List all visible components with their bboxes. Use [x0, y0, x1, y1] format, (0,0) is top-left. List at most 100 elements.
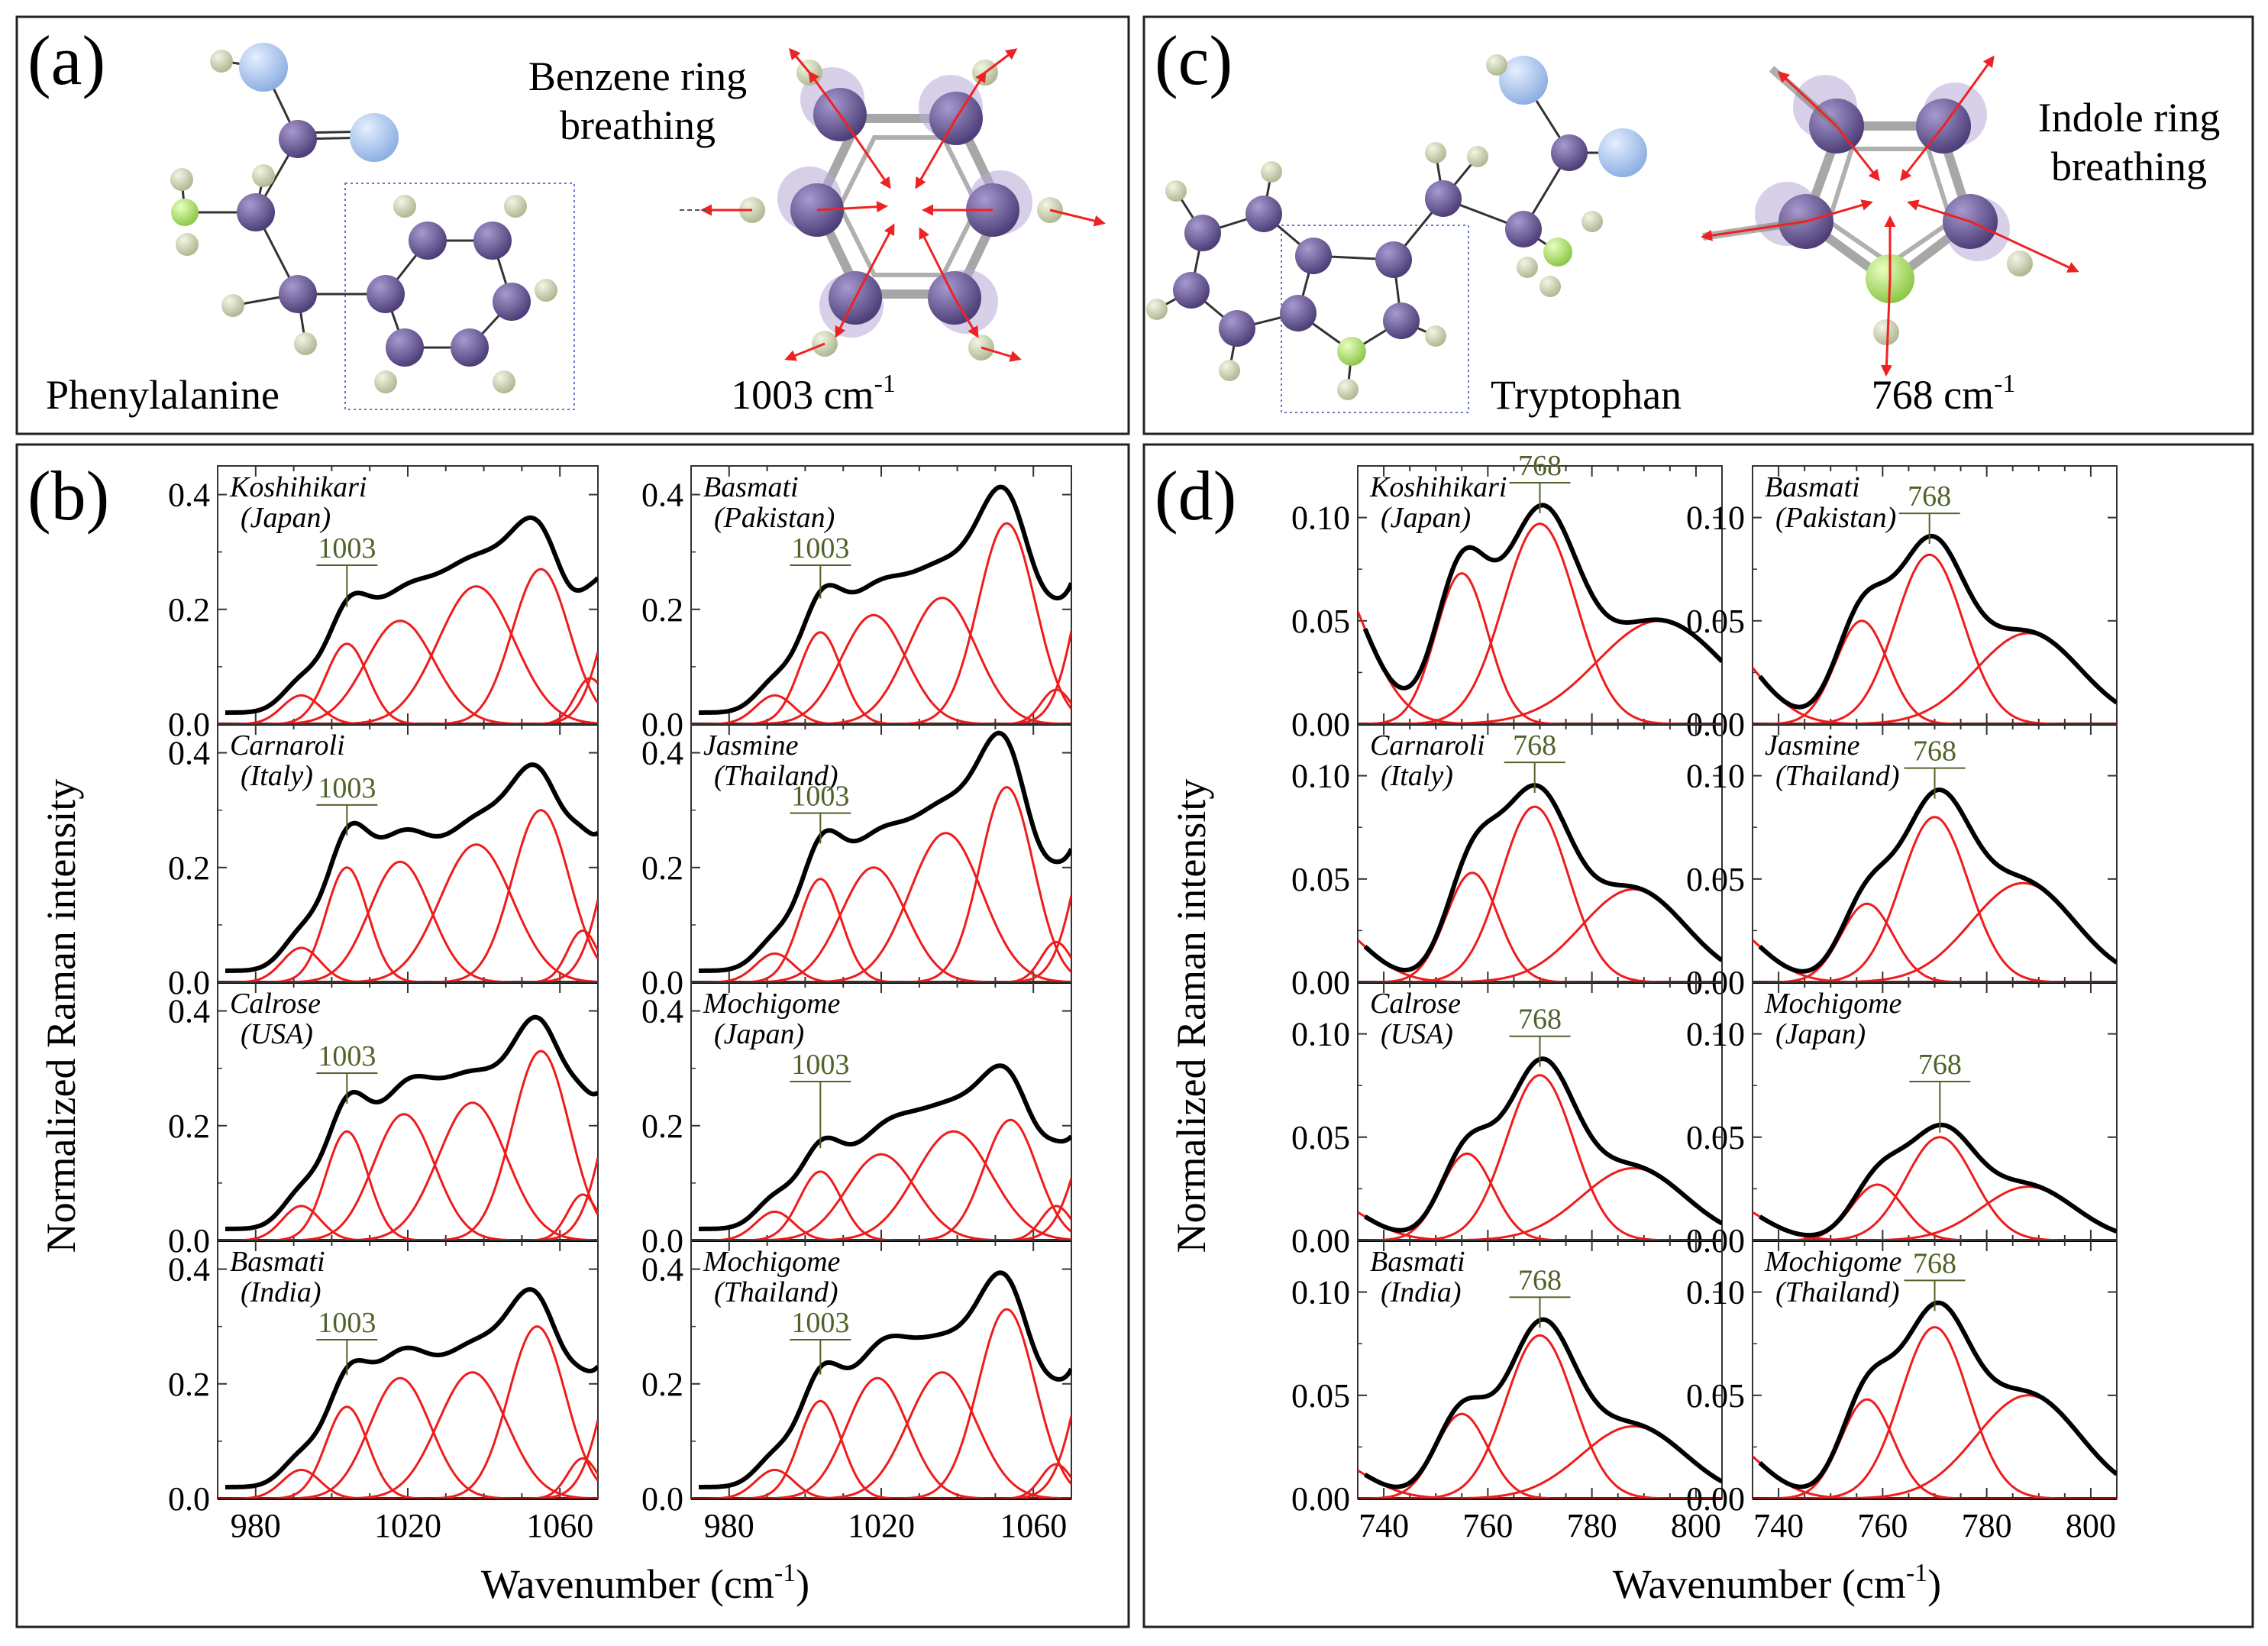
y-tick-label: 0.4 [641, 735, 683, 772]
component-curve-4 [218, 1325, 598, 1499]
x-tick-label: 780 [1567, 1507, 1617, 1544]
component-curve-2 [691, 866, 1071, 982]
sample-title-line: Jasmine [1765, 729, 1860, 762]
component-curve-3 [218, 1371, 598, 1499]
y-tick-label: 0.10 [1291, 500, 1350, 537]
component-curve-2 [1753, 1185, 2117, 1240]
curves [1358, 1317, 1722, 1499]
x-tick-label: 980 [231, 1507, 281, 1544]
panel-c-frame [1142, 15, 2254, 435]
sample-title-line: (Italy) [241, 760, 313, 792]
component-curve-4 [691, 522, 1071, 724]
component-curve-0 [218, 1205, 598, 1240]
component-curve-3 [218, 843, 598, 982]
peak-label: 768 [1913, 736, 1956, 768]
benzene-frequency: 1003 cm-1 [731, 370, 896, 418]
indole-breathing-diagram [1701, 55, 2079, 377]
x-tick-label: 760 [1857, 1507, 1908, 1544]
benzene-breathing-diagram [680, 47, 1106, 362]
benzene-mode-title-line2: breathing [560, 102, 716, 148]
sample-title-line: (Thailand) [1775, 1276, 1900, 1308]
phenylalanine-label: Phenylalanine [46, 372, 279, 418]
y-tick-label: 0.4 [641, 1251, 683, 1289]
panel-a-label: (a) [27, 21, 105, 99]
y-tick-label: 0.0 [168, 1222, 210, 1260]
component-curve-4 [691, 1118, 1071, 1240]
peak-label: 1003 [791, 532, 849, 564]
subplot-d-0: 0.00 0.05 0.10 Koshihikari(Japan) 768 [1291, 450, 1723, 743]
y-tick-label: 0.05 [1686, 1377, 1745, 1415]
y-tick-label: 0.05 [1291, 1377, 1350, 1415]
component-curve-0 [691, 694, 1071, 724]
component-curve-3 [1753, 1211, 2117, 1240]
subplot-d-2: 0.00 0.05 0.10 Carnaroli(Italy) 768 [1291, 723, 1723, 1001]
component-curve-0 [691, 1211, 1071, 1240]
y-tick-label: 0.10 [1686, 1016, 1745, 1053]
sample-title-line: (USA) [1381, 1018, 1453, 1050]
component-curve-1 [1358, 805, 1722, 982]
y-tick-label: 0.2 [168, 1366, 210, 1403]
subplot-b-5: 0.0 0.2 0.4 Mochigome(Japan)1003 [641, 981, 1072, 1260]
curves [1358, 503, 1722, 724]
component-curve-1 [218, 1405, 598, 1499]
y-tick-label: 0.4 [641, 477, 683, 514]
peak-label: 1003 [318, 1307, 376, 1339]
component-curve-3 [691, 1130, 1071, 1240]
component-curve-0 [218, 694, 598, 724]
component-curve-0 [218, 946, 598, 982]
component-curve-6 [691, 894, 1071, 982]
y-tick-label: 0.10 [1291, 1274, 1350, 1311]
y-tick-label: 0.05 [1291, 1119, 1350, 1156]
sum-curve [699, 730, 1071, 973]
y-tick-label: 0.4 [168, 993, 210, 1030]
component-curve-6 [691, 1415, 1071, 1499]
y-tick-label: 0.0 [641, 1222, 683, 1260]
curves [691, 1063, 1071, 1240]
component-curve-1 [1753, 553, 2117, 724]
y-tick-label: 0.10 [1291, 1016, 1350, 1053]
y-tick-label: 0.10 [1686, 758, 1745, 795]
y-tick-label: 0.05 [1686, 1119, 1745, 1156]
x-tick-label: 1020 [374, 1507, 441, 1544]
sample-title-line: Basmati [1765, 471, 1860, 503]
sample-title-line: (Italy) [1381, 760, 1453, 792]
sample-title-line: Basmati [1370, 1246, 1465, 1278]
sum-curve [1362, 503, 1722, 690]
y-tick-label: 0.00 [1291, 1480, 1350, 1518]
panel-b-label: (b) [27, 457, 109, 535]
sample-title-line: Mochigome [1764, 988, 1902, 1020]
sample-title-line: (Japan) [714, 1018, 804, 1050]
component-curve-0 [1753, 902, 2117, 982]
sample-title-line: Jasmine [703, 729, 799, 762]
component-curve-1 [691, 878, 1071, 982]
curves [1358, 783, 1722, 982]
y-tick-label: 0.0 [168, 1480, 210, 1518]
component-curve-2 [1753, 1394, 2117, 1499]
subplot-b-6: 0.0 0.2 0.4 980 1020 1060 Basmati(India)1003 [168, 1240, 599, 1544]
panel-d-ylabel: Normalized Raman intensity [1168, 779, 1214, 1253]
peak-label: 1003 [791, 1049, 849, 1081]
sample-title-line: Carnaroli [1370, 729, 1485, 762]
y-tick-label: 0.05 [1686, 861, 1745, 898]
component-curve-3 [691, 1371, 1071, 1499]
curves [1753, 1300, 2117, 1499]
component-curve-4 [218, 809, 598, 982]
x-tick-label: 1060 [1000, 1507, 1067, 1544]
component-curve-4 [691, 786, 1071, 982]
phenylalanine-molecule [170, 43, 575, 410]
subplots-grid: 0.00.20.4 Koshihikari(Japan)10030.00.20.4… [168, 450, 2118, 1544]
component-curve-1 [1358, 522, 1722, 724]
sum-curve [1363, 1317, 1722, 1489]
y-tick-label: 0.4 [168, 1251, 210, 1289]
component-curve-3 [1358, 1469, 1722, 1499]
component-curve-2 [218, 619, 598, 724]
y-tick-label: 0.05 [1291, 603, 1350, 640]
component-curve-1 [218, 866, 598, 982]
y-tick-label: 0.00 [1291, 964, 1350, 1001]
component-curve-2 [691, 1153, 1071, 1240]
curves [218, 515, 598, 724]
indole-mode-title-line1: Indole ring [2038, 95, 2220, 141]
y-tick-label: 0.2 [168, 849, 210, 887]
